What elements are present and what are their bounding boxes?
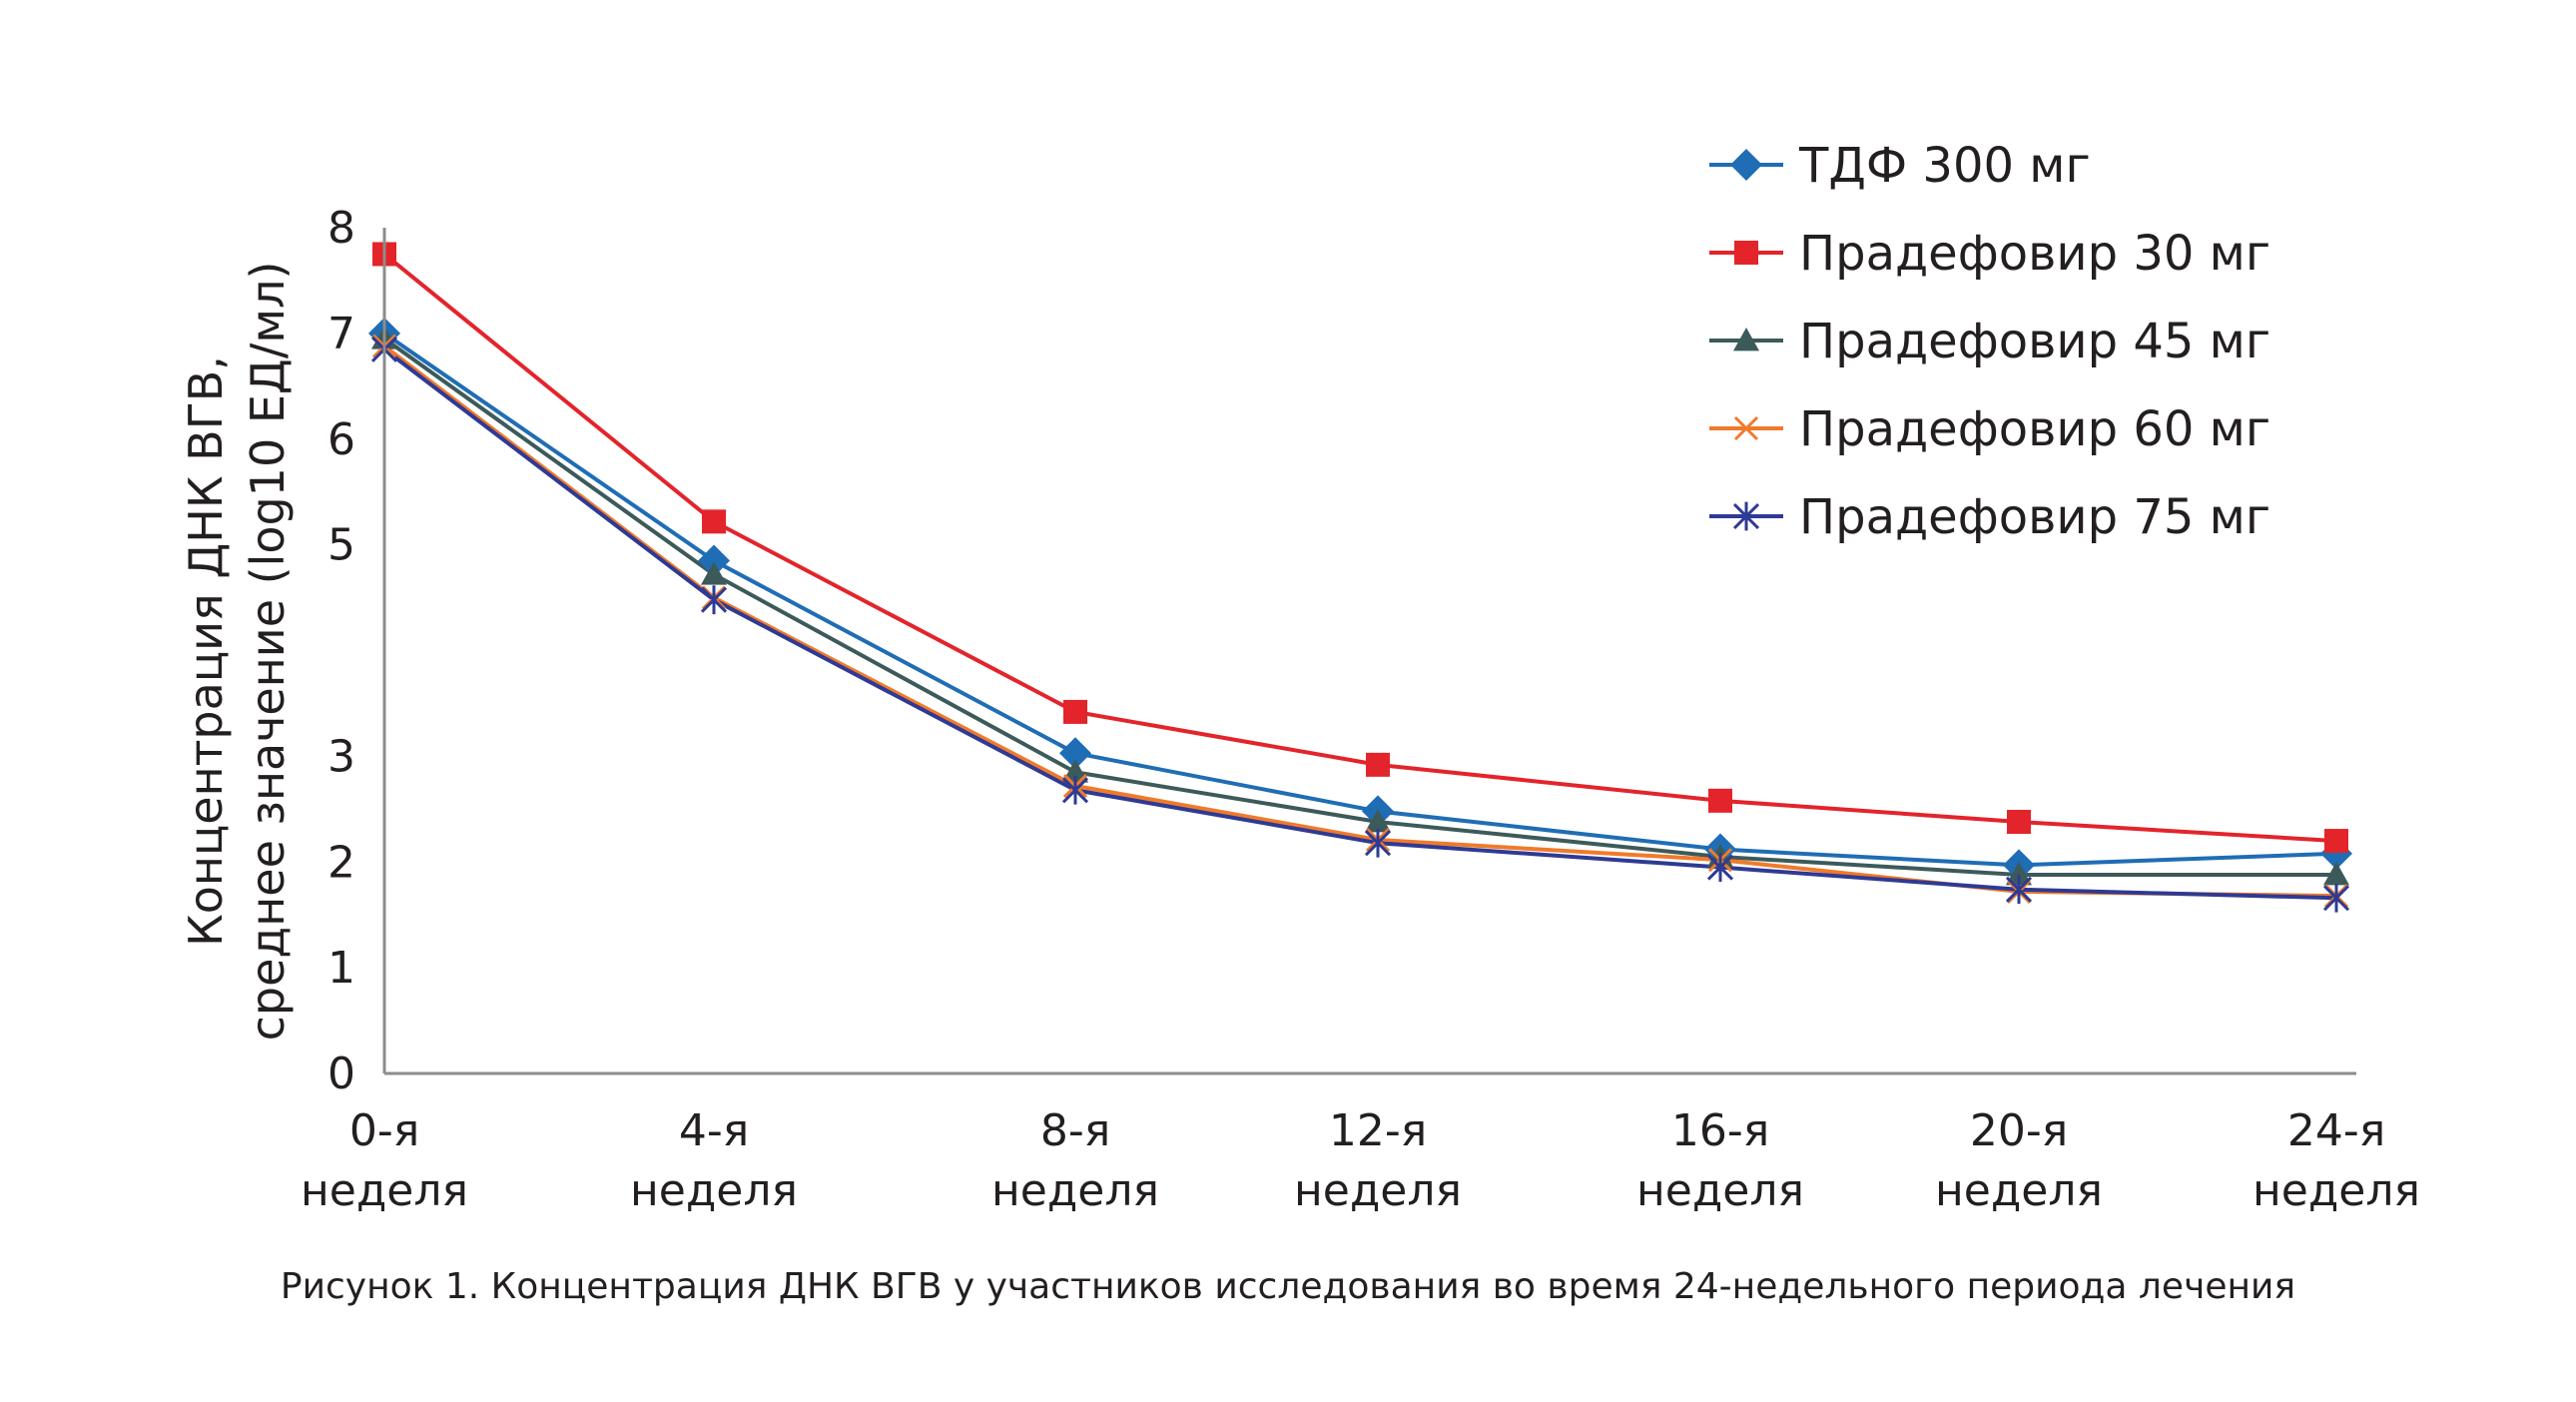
- data-point-marker: [2324, 829, 2348, 854]
- y-axis-label: Концентрация ДНК ВГВ, среднее значение (l…: [179, 262, 295, 1042]
- data-point-marker: [701, 561, 727, 585]
- legend-marker: [1733, 415, 1759, 441]
- x-axis-ticks: 0-я неделя 4-я неделя 8-я неделя 12-я неделя 16-…: [301, 1105, 2420, 1216]
- x-tick-label: 24-я неделя: [2253, 1105, 2420, 1216]
- x-tick-label: 0-я неделя: [301, 1105, 468, 1216]
- y-tick-label: 1: [327, 943, 355, 994]
- data-point-marker: [1061, 775, 1089, 805]
- y-tick-label: 2: [327, 837, 355, 888]
- data-point-marker: [2007, 810, 2031, 835]
- x-tick-label: 20-я неделя: [1935, 1105, 2103, 1216]
- data-point-marker: [1365, 809, 1391, 833]
- y-tick-label: 0: [327, 1049, 355, 1099]
- y-tick-label: 8: [327, 203, 355, 254]
- data-point-marker: [1708, 788, 1732, 813]
- x-tick-label: 4-я неделя: [630, 1105, 798, 1216]
- legend-item: Прадефовир 45 мг: [1709, 314, 2270, 369]
- data-point-marker: [1063, 699, 1087, 724]
- y-tick-label: 5: [327, 520, 355, 571]
- legend-marker: [1730, 149, 1762, 181]
- data-point-marker: [700, 585, 728, 615]
- y-tick-label: 6: [327, 414, 355, 465]
- legend-label: Прадефовир 75 мг: [1799, 489, 2270, 545]
- x-tick-label: 16-я неделя: [1636, 1105, 1804, 1216]
- legend-label: ТДФ 300 мг: [1798, 138, 2091, 194]
- y-axis-ticks: 0 1 2 3 5 6 7 8: [327, 203, 355, 1099]
- legend-label: Прадефовир 60 мг: [1799, 401, 2270, 457]
- legend-label: Прадефовир 30 мг: [1799, 226, 2270, 282]
- x-tick-label: 12-я неделя: [1294, 1105, 1462, 1216]
- data-point-marker: [1706, 853, 1734, 882]
- legend-item: ТДФ 300 мг: [1709, 138, 2091, 194]
- legend: ТДФ 300 мг Прадефовир 30 мг Прадефовир 45 …: [1709, 138, 2270, 545]
- data-point-marker: [1059, 737, 1091, 770]
- legend-marker: [1732, 501, 1760, 531]
- legend-item: Прадефовир 60 мг: [1709, 401, 2270, 457]
- data-point-marker: [698, 544, 730, 577]
- y-tick-label: 7: [327, 309, 355, 359]
- figure-caption: Рисунок 1. Концентрация ДНК ВГВ у участн…: [280, 1266, 2296, 1307]
- legend-marker: [1734, 241, 1758, 265]
- y-axis-title: Концентрация ДНК ВГВ, среднее значение (l…: [179, 262, 295, 1042]
- legend-marker: [1733, 328, 1759, 351]
- legend-item: Прадефовир 30 мг: [1709, 226, 2270, 282]
- data-point-marker: [1062, 759, 1088, 783]
- data-point-marker: [1364, 828, 1392, 858]
- legend-item: Прадефовир 75 мг: [1709, 489, 2270, 545]
- data-point-marker: [2005, 875, 2033, 905]
- data-point-marker: [2006, 861, 2032, 886]
- data-point-marker: [2323, 861, 2349, 886]
- x-tick-label: 8-я неделя: [991, 1105, 1159, 1216]
- data-point-marker: [702, 509, 726, 534]
- legend-label: Прадефовир 45 мг: [1799, 314, 2270, 369]
- y-tick-label: 3: [327, 731, 355, 782]
- data-point-marker: [1366, 752, 1390, 777]
- data-point-marker: [2322, 883, 2350, 913]
